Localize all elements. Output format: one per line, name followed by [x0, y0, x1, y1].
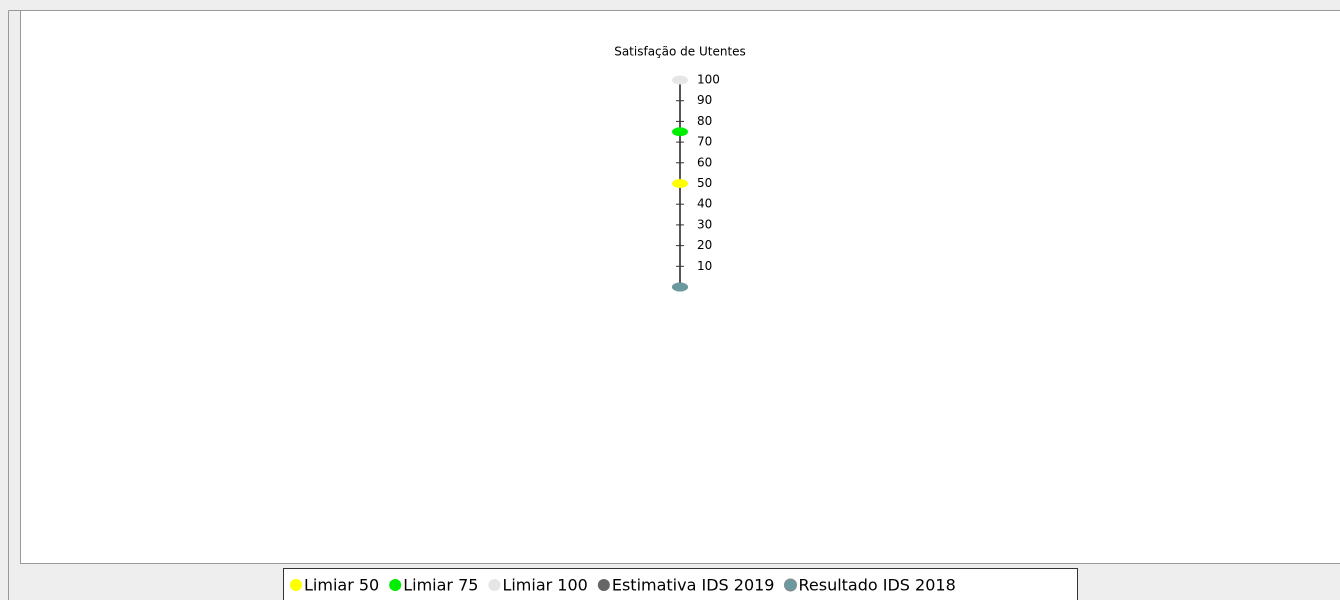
marker — [672, 75, 688, 85]
legend-label: Limiar 75 — [403, 576, 478, 595]
y-tick-label: 60 — [697, 155, 712, 169]
legend-label: Limiar 100 — [502, 576, 587, 595]
legend-box — [283, 568, 1078, 600]
legend-label: Resultado IDS 2018 — [798, 576, 955, 595]
legend-swatch — [488, 579, 501, 591]
y-tick-label: 10 — [697, 259, 712, 273]
marker — [672, 179, 688, 188]
marker — [672, 127, 688, 137]
y-tick-label: 80 — [697, 114, 712, 128]
y-tick-label: 20 — [697, 238, 712, 252]
legend-swatch — [389, 579, 402, 591]
legend-label: Limiar 50 — [304, 576, 379, 595]
marker — [672, 282, 688, 292]
y-tick-label: 100 — [697, 73, 720, 87]
legend-label: Estimativa IDS 2019 — [612, 576, 775, 595]
chart-title: Satisfação de Utentes — [614, 45, 746, 59]
y-tick-label: 30 — [697, 217, 712, 231]
y-tick-label: 50 — [697, 176, 712, 190]
legend-swatch — [597, 579, 610, 591]
y-tick-label: 90 — [697, 93, 712, 107]
legend-swatch — [783, 578, 797, 592]
y-tick-label: 70 — [697, 135, 712, 149]
legend-swatch — [290, 579, 302, 591]
y-tick-label: 40 — [697, 197, 712, 211]
